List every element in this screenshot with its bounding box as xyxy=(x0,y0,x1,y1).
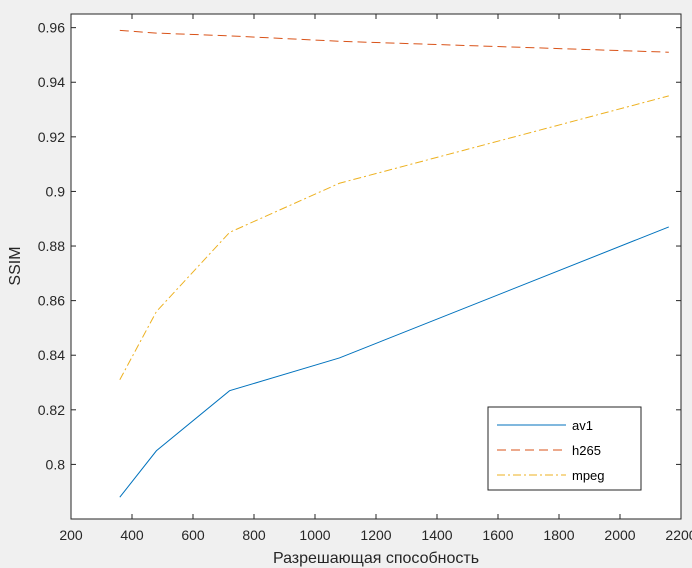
y-tick-label: 0.84 xyxy=(38,347,65,363)
legend-label-av1: av1 xyxy=(572,418,593,433)
x-axis-title: Разрешающая способность xyxy=(273,550,479,567)
y-tick-label: 0.8 xyxy=(46,456,66,472)
series-line-h265 xyxy=(119,29,669,53)
series-lines xyxy=(119,29,669,498)
y-tick-label: 0.82 xyxy=(38,402,65,418)
x-tick-label: 1200 xyxy=(360,527,391,543)
y-tick-label: 0.94 xyxy=(38,74,65,90)
y-tick-label: 0.96 xyxy=(38,20,65,36)
legend-box xyxy=(487,406,642,491)
y-tick-label: 0.92 xyxy=(38,129,65,145)
x-tick-label: 1400 xyxy=(421,527,452,543)
series-line-mpeg xyxy=(119,95,669,381)
x-tick-label: 600 xyxy=(181,527,205,543)
x-tick-label: 800 xyxy=(242,527,266,543)
legend-label-h265: h265 xyxy=(572,443,601,458)
x-tick-label: 400 xyxy=(120,527,144,543)
legend: av1 h265 mpeg xyxy=(487,406,642,491)
x-tick-label: 1600 xyxy=(482,527,513,543)
x-tick-label: 200 xyxy=(59,527,83,543)
x-tick-label: 2000 xyxy=(604,527,635,543)
x-tick-label: 1800 xyxy=(543,527,574,543)
plot-frame xyxy=(70,13,682,520)
y-tick-label: 0.86 xyxy=(38,293,65,309)
x-tick-label: 1000 xyxy=(299,527,330,543)
y-axis-ticks: 0.8 0.82 0.84 0.86 0.88 0.9 0.92 0.94 0.96 xyxy=(38,20,681,472)
legend-label-mpeg: mpeg xyxy=(572,468,605,483)
y-axis-title: SSIM xyxy=(7,246,24,285)
series-line-av1 xyxy=(119,226,669,498)
y-tick-label: 0.9 xyxy=(46,183,66,199)
y-tick-label: 0.88 xyxy=(38,238,65,254)
